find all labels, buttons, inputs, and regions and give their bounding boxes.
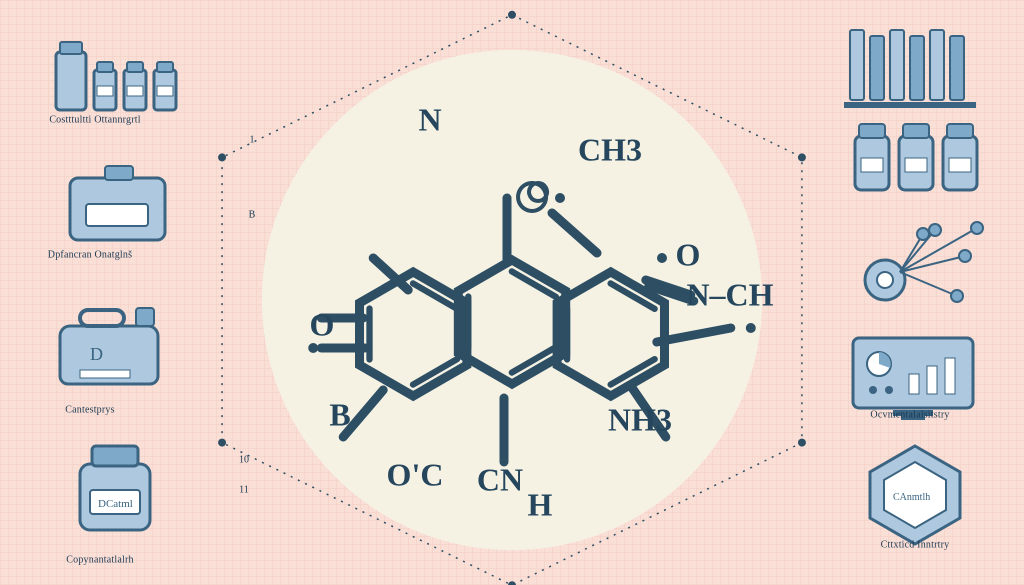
svg-text:DCatml: DCatml xyxy=(98,498,133,510)
top_vials-illustration xyxy=(50,30,180,120)
hex_badge-icon: CAnmtlh xyxy=(860,440,970,550)
network-illustration xyxy=(845,210,995,310)
svg-text:D: D xyxy=(90,344,103,364)
hex_badge-illustration: CAnmtlh xyxy=(860,440,970,550)
med_bottle-illustration: DCatml xyxy=(50,440,180,540)
med_bottle-icon: DCatml xyxy=(50,440,180,540)
med_bottle-caption: Copynantatlalrh xyxy=(66,555,133,566)
axis-tick: 11 xyxy=(239,485,249,496)
dashboard-caption: Ocvmentalalsitstry xyxy=(870,410,949,421)
jerrycan-icon: D xyxy=(50,300,180,400)
atom-label: CH3 xyxy=(578,132,642,169)
container-caption: Dpfancran Onatglnš xyxy=(48,250,132,261)
container-icon xyxy=(50,160,180,250)
jerrycan-caption: Cantestprys xyxy=(65,405,114,416)
infographic-stage: NCH3ON–CHNH3CNHO'CBO 1B1011 Costttultti … xyxy=(0,0,1024,585)
atom-label: B xyxy=(329,397,350,434)
top_vials-icon xyxy=(50,30,180,120)
atom-label: CN xyxy=(477,462,523,499)
books-icon xyxy=(840,20,980,112)
pill_jars-icon xyxy=(845,110,995,200)
atom-label: H xyxy=(528,487,553,524)
jerrycan-illustration: D xyxy=(50,300,180,400)
atom-label: O xyxy=(310,307,335,344)
svg-text:CAnmtlh: CAnmtlh xyxy=(893,492,930,503)
pill_jars-illustration xyxy=(845,110,995,200)
axis-tick: 1 xyxy=(250,135,255,146)
atom-label: N–CH xyxy=(686,277,773,314)
atom-label: O xyxy=(676,237,701,274)
axis-tick: B xyxy=(249,210,256,221)
atom-label: O'C xyxy=(387,457,444,494)
network-icon xyxy=(845,210,995,310)
books-illustration xyxy=(840,20,980,112)
container-illustration xyxy=(50,160,180,250)
hex_badge-caption: Cttxticd Inntrtry xyxy=(881,540,950,551)
axis-tick: 10 xyxy=(239,455,249,466)
atom-label: NH3 xyxy=(608,402,672,439)
top_vials-caption: Costttultti Ottannrgrtl xyxy=(49,115,140,126)
atom-label: N xyxy=(418,102,441,139)
